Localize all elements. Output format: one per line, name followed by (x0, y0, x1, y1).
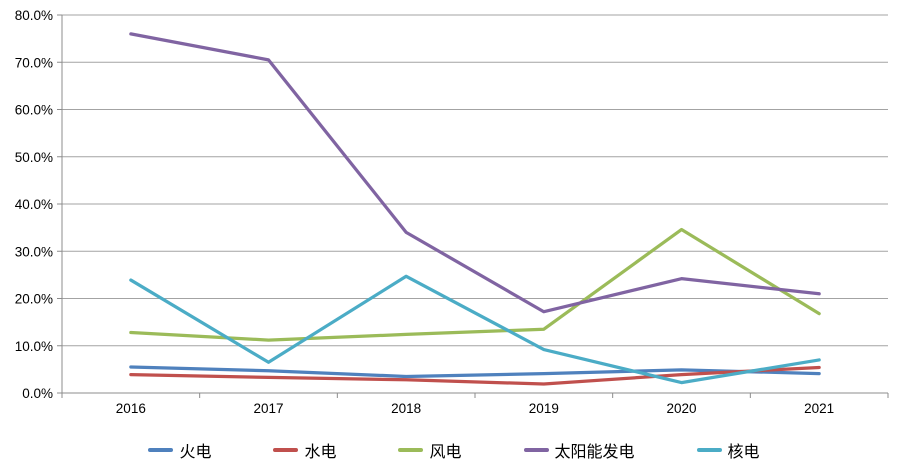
legend-item-thermal-power: 火电 (148, 438, 211, 462)
legend-label-solar: 太阳能发电 (554, 444, 635, 461)
series-line-1 (129, 365, 821, 386)
x-axis-tick-label: 2018 (391, 401, 421, 416)
legend-line-swatch-solar (523, 448, 549, 452)
legend-item-solar-power: 太阳能发电 (523, 438, 635, 462)
legend-label-nuclear: 核电 (727, 444, 760, 461)
series-line-4 (129, 274, 821, 385)
y-axis-tick-label: 20.0% (15, 292, 53, 307)
y-axis-tick-label: 30.0% (15, 244, 53, 259)
y-axis-tick-label: 60.0% (15, 103, 53, 118)
y-axis-tick-label: 70.0% (15, 55, 53, 70)
legend-line-swatch-wind (398, 448, 424, 452)
series-line-3 (129, 32, 821, 314)
legend-item-nuclear-power: 核电 (696, 438, 760, 462)
legend-line-swatch-thermal (148, 448, 174, 452)
x-axis-tick-label: 2020 (666, 401, 696, 416)
series-line-2 (129, 227, 821, 342)
y-axis-tick-label: 80.0% (15, 8, 53, 23)
x-axis-tick-label: 2017 (253, 401, 283, 416)
y-axis-tick-label: 10.0% (15, 339, 53, 354)
legend-line-swatch-hydro (273, 448, 299, 452)
legend-line-swatch-nuclear (696, 448, 722, 452)
legend-label-wind: 风电 (429, 444, 462, 461)
legend-label-thermal: 火电 (179, 444, 212, 461)
y-axis-tick-label: 40.0% (15, 197, 53, 212)
y-axis-tick-label: 0.0% (22, 386, 53, 401)
x-axis-tick-label: 2016 (116, 401, 146, 416)
x-axis-tick-label: 2019 (529, 401, 559, 416)
legend-item-hydro-power: 水电 (273, 438, 336, 462)
plot-area: 0.0% 10.0% 20.0% 30.0% 40.0% 50.0% 60.0% 70.0% 8… (15, 8, 889, 416)
legend-label-hydro: 水电 (304, 444, 337, 461)
legend-item-wind-power: 风电 (398, 438, 462, 462)
x-axis-tick-label: 2021 (804, 401, 834, 416)
series-line-0 (129, 365, 821, 379)
y-axis-tick-label: 50.0% (15, 150, 53, 165)
chart-legend: 火电 水电 风电 太阳能发电 核电 (0, 437, 908, 463)
